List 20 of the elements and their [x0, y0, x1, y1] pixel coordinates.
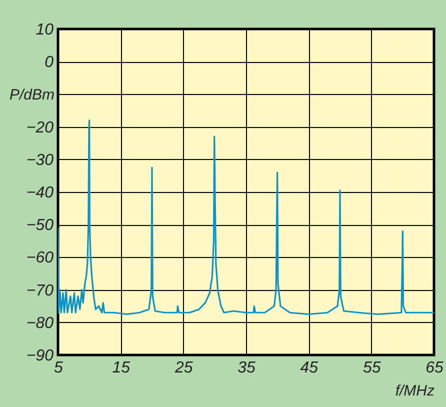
y-tick-label: −60	[26, 250, 54, 267]
y-tick-label: −70	[26, 282, 54, 300]
y-axis-title: P/dBm	[9, 86, 54, 104]
y-tick-label: 10	[36, 22, 54, 38]
x-tick-label: 35	[238, 360, 256, 376]
x-tick-label: 45	[300, 360, 318, 376]
x-tick-label: 5	[54, 360, 64, 376]
y-tick-label: 0	[44, 54, 54, 72]
line-series	[58, 119, 434, 316]
y-tick-label: −20	[26, 119, 54, 136]
x-tick-label: 15	[112, 360, 130, 376]
y-tick-label: −90	[26, 348, 54, 364]
y-tick-label: −30	[26, 152, 54, 169]
y-tick-label: −40	[26, 184, 54, 202]
x-tick-label: 25	[174, 360, 193, 376]
x-tick-label: 65	[426, 360, 444, 376]
x-tick-label: 55	[362, 360, 381, 376]
y-tick-label: −50	[26, 217, 54, 234]
y-tick-label: −80	[26, 314, 54, 332]
x-axis-title: f/MHz	[395, 382, 435, 400]
